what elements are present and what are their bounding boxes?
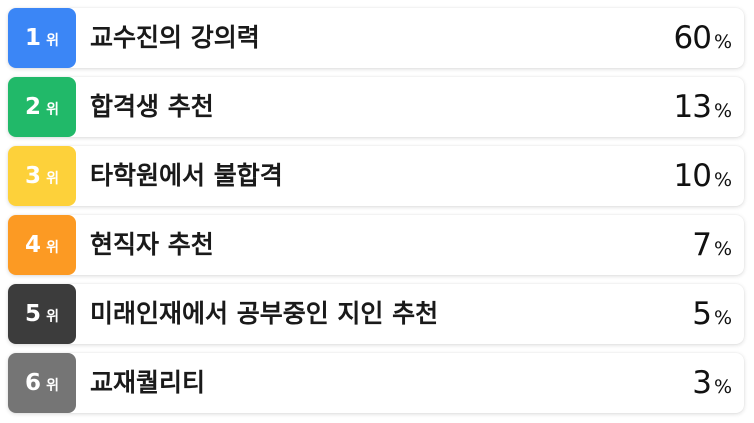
rank-unit: 위 — [46, 240, 59, 256]
rank-row-5: 5 위 미래인재에서 공부중인 지인 추천 5% — [8, 284, 744, 344]
value-label: 5% — [692, 284, 732, 344]
rank-row-3: 3 위 타학원에서 불합격 10% — [8, 146, 744, 206]
category-label: 타학원에서 불합격 — [90, 161, 283, 190]
value-number: 60 — [673, 20, 711, 56]
rank-row-1: 1 위 교수진의 강의력 60% — [8, 8, 744, 68]
rank-number: 4 — [25, 232, 42, 258]
value-number: 7 — [692, 227, 712, 263]
rank-number: 1 — [25, 25, 42, 51]
rank-row-6: 6 위 교재퀄리티 3% — [8, 353, 744, 413]
rank-row-4: 4 위 현직자 추천 7% — [8, 215, 744, 275]
percent-unit: % — [713, 376, 732, 398]
rank-number: 3 — [25, 163, 42, 189]
category-label: 교재퀄리티 — [90, 368, 206, 397]
rank-unit: 위 — [46, 33, 59, 49]
percent-unit: % — [713, 100, 732, 122]
rank-number: 5 — [25, 301, 42, 327]
percent-unit: % — [713, 238, 732, 260]
value-number: 10 — [673, 158, 711, 194]
percent-unit: % — [713, 307, 732, 329]
value-label: 13% — [673, 77, 732, 137]
category-label: 교수진의 강의력 — [90, 23, 260, 52]
rank-unit: 위 — [46, 102, 59, 118]
value-number: 3 — [692, 365, 712, 401]
rank-unit: 위 — [46, 378, 59, 394]
category-label: 합격생 추천 — [90, 92, 214, 121]
value-number: 13 — [673, 89, 711, 125]
rank-number: 2 — [25, 94, 42, 120]
rank-unit: 위 — [46, 309, 59, 325]
rank-unit: 위 — [46, 171, 59, 187]
value-label: 60% — [673, 8, 732, 68]
value-label: 10% — [673, 146, 732, 206]
percent-unit: % — [713, 169, 732, 191]
rank-row-2: 2 위 합격생 추천 13% — [8, 77, 744, 137]
value-label: 7% — [692, 215, 732, 275]
category-label: 미래인재에서 공부중인 지인 추천 — [90, 299, 439, 328]
value-number: 5 — [692, 296, 712, 332]
category-label: 현직자 추천 — [90, 230, 214, 259]
rank-number: 6 — [25, 370, 42, 396]
percent-unit: % — [713, 31, 732, 53]
value-label: 3% — [692, 353, 732, 413]
